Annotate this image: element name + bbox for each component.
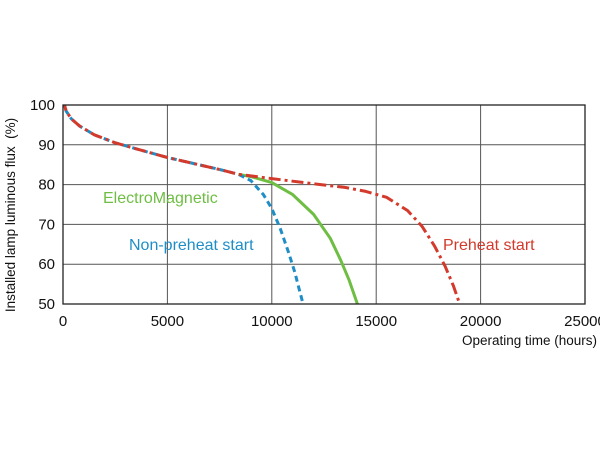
y-axis-title: Installed lamp luminous flux (%)	[3, 118, 18, 312]
y-tick-label: 90	[38, 137, 55, 154]
x-axis-title: Operating time (hours)	[462, 333, 597, 348]
x-tick-label: 25000	[564, 313, 600, 330]
grid-lines	[63, 105, 585, 304]
series-label-preheat-start: Preheat start	[443, 237, 535, 254]
x-tick-label: 0	[59, 313, 67, 330]
series-labels: ElectroMagnetic Non-preheat start Preheat …	[103, 190, 535, 254]
x-tick-label: 20000	[460, 313, 502, 330]
y-tick-label: 80	[38, 177, 55, 194]
y-tick-label: 50	[38, 296, 55, 313]
x-tick-label: 10000	[251, 313, 293, 330]
y-tick-label: 70	[38, 216, 55, 233]
series-lines	[63, 105, 462, 304]
x-tick-label: 5000	[151, 313, 184, 330]
series-label-non-preheat-start: Non-preheat start	[129, 237, 254, 254]
series-line-electromagnetic	[238, 172, 359, 304]
x-tick-label: 15000	[355, 313, 397, 330]
y-tick-label: 100	[30, 97, 55, 114]
series-line-preheat-start	[63, 105, 462, 304]
series-label-electromagnetic: ElectroMagnetic	[103, 190, 218, 207]
plot-area	[63, 105, 585, 304]
y-tick-label: 60	[38, 256, 55, 273]
plot-border	[62, 104, 586, 305]
tick-labels: 0 5000 10000 15000 20000 25000 50 60 70 80 90 100	[30, 97, 600, 330]
